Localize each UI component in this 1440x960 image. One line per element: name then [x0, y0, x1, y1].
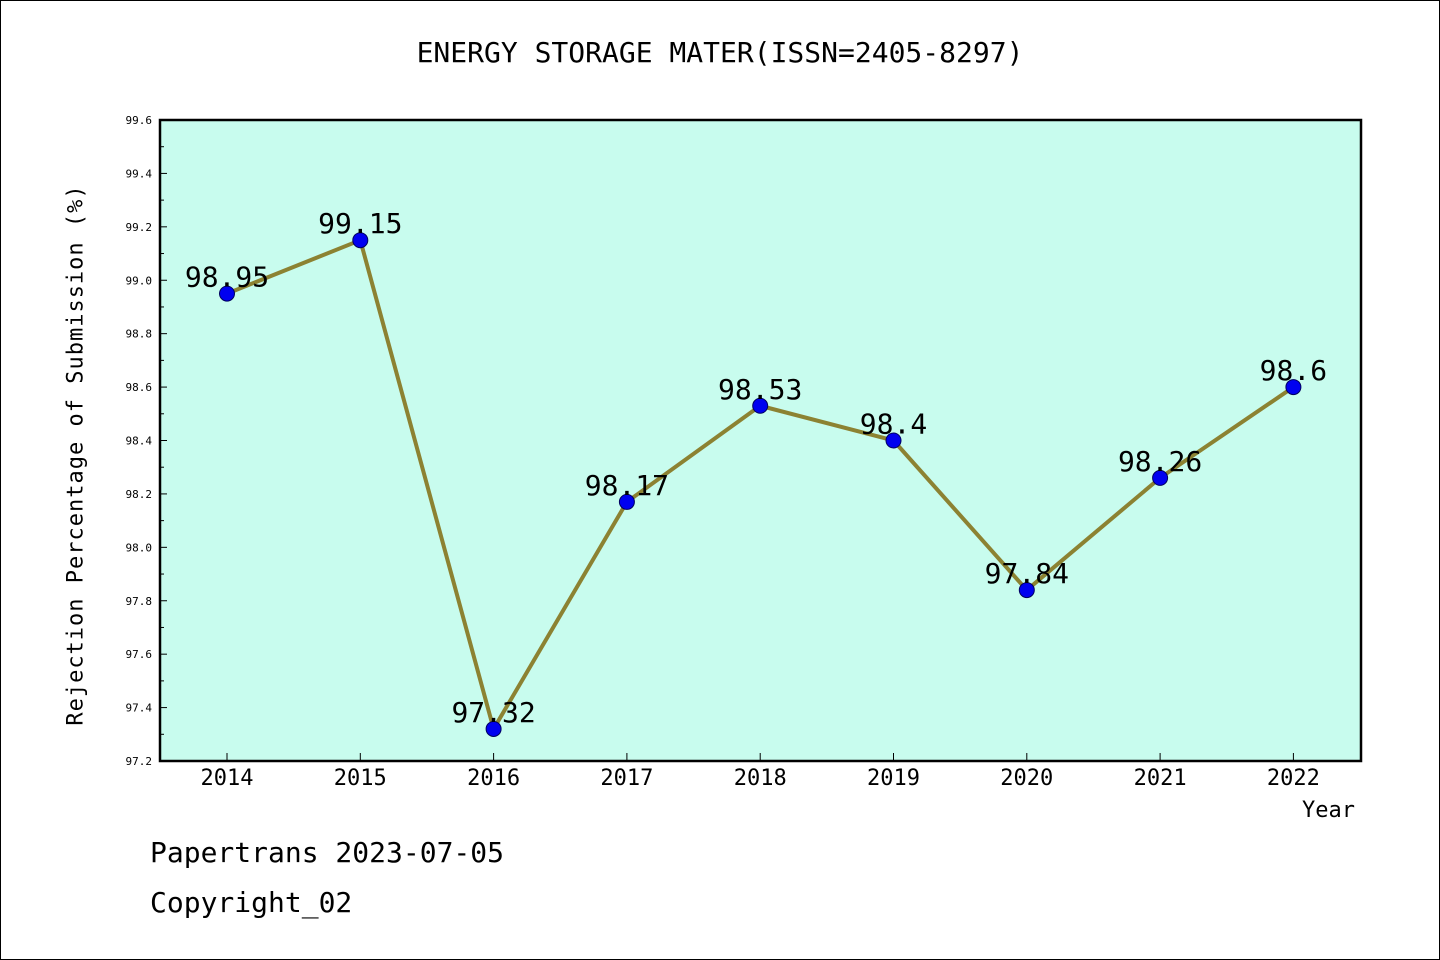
- data-label: 98.53: [718, 373, 802, 406]
- data-point: [1285, 379, 1302, 396]
- data-point: [219, 285, 235, 302]
- x-tick-label: 2018: [734, 766, 787, 791]
- data-label: 98.17: [585, 469, 669, 502]
- data-point: [1018, 582, 1035, 599]
- y-axis-label: Rejection Percentage of Submission (%): [63, 184, 89, 726]
- data-point: [752, 397, 769, 414]
- y-tick-label: 99.0: [126, 274, 153, 287]
- data-point: [352, 232, 369, 249]
- data-label: 99.15: [318, 207, 402, 240]
- x-tick-label: 2022: [1267, 766, 1320, 791]
- data-point: [618, 493, 635, 510]
- plot-area: [158, 118, 1363, 763]
- y-tick-label: 98.8: [126, 328, 153, 341]
- data-point: [485, 720, 502, 737]
- x-axis-ticks: 2014 2015 2016 2017 2018 2019 2020 2021 2022: [201, 753, 1320, 791]
- x-tick-label: 2019: [867, 766, 920, 791]
- y-tick-label: 98.6: [126, 381, 153, 394]
- y-axis-ticks: 97.2 97.4 97.6 97.8 98.0 98.2 98.4 98.6 98.8 99.0…: [126, 114, 167, 768]
- data-label: 97.32: [451, 696, 535, 729]
- x-tick-label: 2020: [1000, 766, 1053, 791]
- y-tick-label: 97.2: [126, 755, 153, 768]
- data-label: 97.84: [985, 557, 1069, 590]
- x-axis-label: Year: [1302, 798, 1355, 823]
- y-tick-label: 97.8: [126, 595, 153, 608]
- y-tick-label: 99.2: [126, 221, 153, 234]
- x-tick-label: 2021: [1134, 766, 1187, 791]
- data-point: [885, 432, 902, 449]
- footer-copyright: Copyright_02: [150, 886, 353, 919]
- data-label: 98.4: [860, 408, 927, 441]
- data-label: 98.95: [185, 261, 269, 294]
- y-tick-label: 98.2: [126, 488, 153, 501]
- x-tick-label: 2016: [467, 766, 520, 791]
- data-label: 98.26: [1118, 445, 1202, 478]
- y-tick-label: 98.4: [126, 435, 153, 448]
- footer-source: Papertrans 2023-07-05: [150, 836, 505, 869]
- y-tick-label: 98.0: [126, 541, 153, 554]
- series-group: 98.95 99.15 97.32 98.17 98.53 98.4 97.84 98.26 9…: [185, 207, 1327, 737]
- x-tick-label: 2015: [334, 766, 387, 791]
- chart-title: ENERGY STORAGE MATER(ISSN=2405-8297): [416, 36, 1024, 69]
- y-tick-label: 97.6: [126, 648, 153, 661]
- y-tick-label: 99.6: [126, 114, 153, 127]
- y-tick-label: 99.4: [126, 167, 153, 180]
- x-tick-label: 2014: [201, 766, 254, 791]
- y-tick-label: 97.4: [126, 702, 153, 715]
- x-tick-label: 2017: [600, 766, 653, 791]
- data-point: [1152, 469, 1169, 486]
- data-label: 98.6: [1260, 354, 1327, 387]
